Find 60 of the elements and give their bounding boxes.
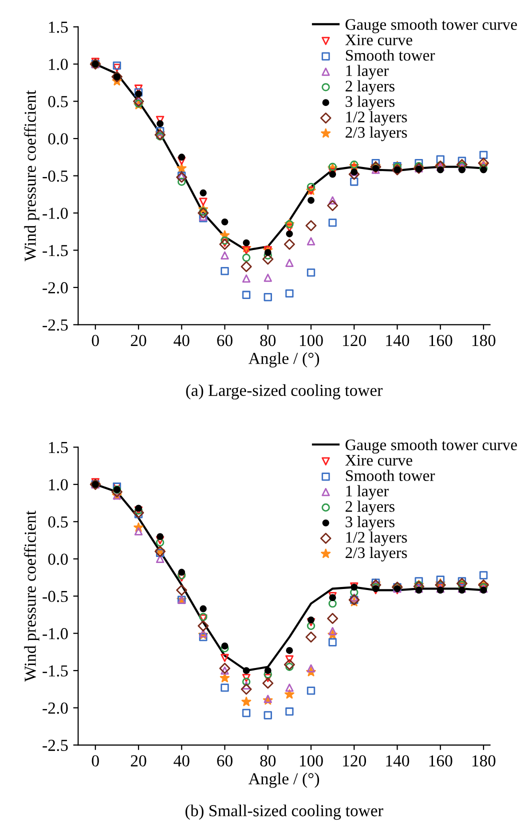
x-axis-title: Angle / (°) bbox=[248, 772, 320, 788]
x-tick-label: 0 bbox=[92, 334, 99, 346]
legend-label: 3 layers bbox=[346, 96, 394, 110]
legend-label: 3 layers bbox=[346, 516, 394, 531]
text: (b) Small-sized cooling tower bbox=[186, 804, 384, 820]
x-tick-label: 20 bbox=[130, 334, 146, 346]
x-tick-label: 80 bbox=[260, 334, 276, 346]
x-tick-label: 140 bbox=[386, 334, 410, 346]
y-tick-label: -1.5 bbox=[42, 665, 68, 677]
y-tick-label: 1.5 bbox=[49, 22, 68, 33]
x-tick-label: 160 bbox=[429, 334, 452, 346]
y-tick-label: -0.5 bbox=[42, 590, 68, 602]
x-tick-label: 180 bbox=[472, 334, 496, 346]
y-tick-label: 1.0 bbox=[49, 58, 68, 70]
x-tick-label: 100 bbox=[300, 755, 323, 766]
legend-label: 1/2 layers bbox=[346, 111, 407, 126]
x-tick-label: 80 bbox=[260, 755, 276, 766]
y-tick-label: 1.5 bbox=[49, 442, 68, 454]
y-tick-label: 0.0 bbox=[48, 133, 68, 145]
legend-label: Smooth tower bbox=[346, 49, 435, 61]
x-tick-label: 160 bbox=[429, 755, 452, 766]
y-tick-label: -1.0 bbox=[42, 628, 68, 640]
x-tick-label: 140 bbox=[386, 755, 410, 766]
legend-label: 1 layer bbox=[346, 485, 389, 500]
y-tick-label: -2.0 bbox=[42, 282, 68, 294]
x-tick-label: 180 bbox=[472, 755, 496, 766]
y-tick-label: -0.5 bbox=[42, 170, 68, 182]
x-tick-label: 0 bbox=[92, 755, 99, 766]
legend-label: 1 layer bbox=[346, 64, 389, 80]
y-tick-label: 0.5 bbox=[48, 516, 68, 528]
x-tick-label: 60 bbox=[217, 755, 232, 766]
x-tick-label: 40 bbox=[174, 334, 190, 346]
y-tick-label: -2.0 bbox=[42, 702, 68, 714]
legend-label: 2 layers bbox=[346, 80, 394, 95]
legend-label: Xire curve bbox=[345, 34, 412, 46]
x-tick-label: 40 bbox=[174, 755, 190, 766]
legend-label: Gauge smooth tower curve bbox=[346, 18, 517, 34]
x-tick-label: 20 bbox=[130, 755, 146, 766]
y-tick-label: -1.5 bbox=[42, 245, 68, 256]
y-tick-label: 0.0 bbox=[48, 554, 68, 565]
y-tick-label: 1.0 bbox=[49, 479, 68, 490]
x-tick-label: 120 bbox=[343, 755, 366, 766]
legend-label: Gauge smooth tower curve bbox=[346, 438, 517, 454]
y-axis-title: Wind pressure coefficient bbox=[24, 510, 40, 682]
y-axis-title: Wind pressure coefficient bbox=[24, 90, 40, 262]
legend-label: 2/3 layers bbox=[346, 126, 407, 142]
y-tick-label: 0.5 bbox=[48, 96, 68, 108]
legend-label: Smooth tower bbox=[346, 470, 435, 482]
x-tick-label: 120 bbox=[343, 334, 366, 346]
y-tick-label: -2.5 bbox=[42, 740, 68, 752]
x-tick-label: 100 bbox=[300, 334, 323, 346]
y-tick-label: -1.0 bbox=[42, 208, 68, 220]
y-tick-label: -2.5 bbox=[42, 319, 68, 331]
legend-label: 2 layers bbox=[346, 500, 394, 516]
legend-label: 2/3 layers bbox=[346, 546, 407, 562]
legend-label: Xire curve bbox=[345, 454, 412, 466]
x-axis-title: Angle / (°) bbox=[248, 352, 320, 368]
text: (a) Large-sized cooling tower bbox=[186, 384, 383, 400]
legend-label: 1/2 layers bbox=[346, 531, 407, 546]
x-tick-label: 60 bbox=[217, 334, 232, 346]
